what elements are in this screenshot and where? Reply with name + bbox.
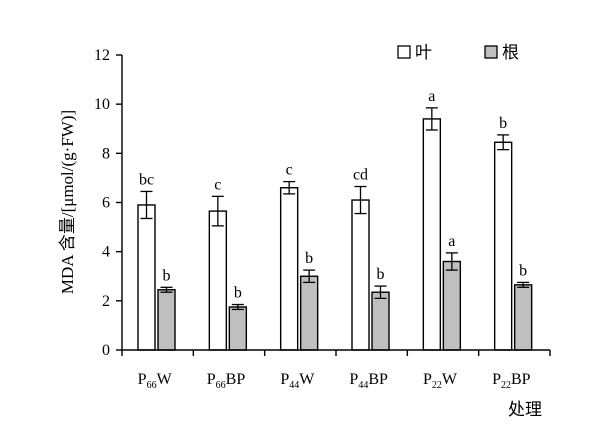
- bar-leaf-2: [279, 187, 299, 351]
- legend-swatch-root: [484, 45, 498, 59]
- bar-root-0: [157, 289, 176, 351]
- significance-label: b: [499, 115, 507, 132]
- bar-leaf-0: [137, 204, 156, 351]
- y-tick-label: 6: [102, 195, 110, 212]
- significance-label: c: [286, 162, 293, 179]
- y-tick-label: 2: [102, 293, 110, 310]
- significance-label: a: [428, 88, 435, 105]
- significance-label: bc: [139, 171, 154, 188]
- significance-label: b: [377, 266, 385, 283]
- bar-root-5: [513, 284, 533, 351]
- x-tick-label: P66W: [138, 371, 173, 391]
- y-tick-label: 0: [102, 342, 110, 359]
- significance-label: b: [305, 250, 313, 267]
- legend-swatch-leaf: [397, 45, 411, 59]
- significance-label: b: [234, 285, 242, 302]
- x-tick-label: P44W: [280, 371, 315, 391]
- bar-leaf-5: [493, 141, 513, 351]
- y-tick-label: 4: [102, 244, 110, 261]
- bar-root-2: [299, 275, 319, 351]
- y-tick-label: 8: [102, 145, 110, 162]
- legend-label-leaf: 叶: [415, 43, 432, 62]
- legend-label-root: 根: [502, 43, 519, 62]
- y-tick-label: 12: [94, 47, 110, 64]
- significance-label: cd: [353, 167, 368, 184]
- y-axis-label: MDA 含量/[μmol/(g·FW)]: [58, 110, 77, 294]
- x-axis-label: 处理: [508, 400, 542, 419]
- y-tick-label: 10: [94, 96, 110, 113]
- significance-label: b: [163, 267, 171, 284]
- bar-root-4: [442, 260, 462, 351]
- significance-label: b: [519, 262, 527, 279]
- x-tick-label: P22W: [423, 371, 458, 391]
- bar-leaf-1: [208, 210, 228, 351]
- x-tick-label: P22BP: [492, 371, 531, 391]
- significance-label: c: [214, 176, 221, 193]
- x-tick-label: P44BP: [349, 371, 388, 391]
- bar-leaf-4: [422, 118, 442, 351]
- bar-root-1: [228, 306, 248, 351]
- bar-root-3: [371, 291, 390, 351]
- bar-leaf-3: [351, 199, 370, 351]
- x-tick-label: P66BP: [207, 371, 246, 391]
- significance-label: a: [448, 233, 455, 250]
